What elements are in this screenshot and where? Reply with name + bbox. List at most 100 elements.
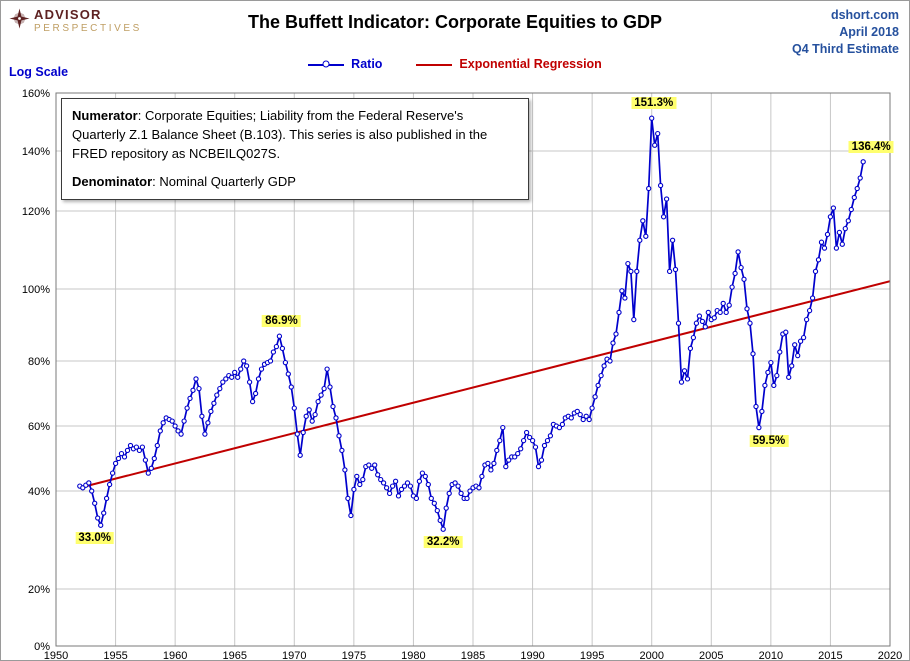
source-date: April 2018 xyxy=(839,24,899,39)
annotation-33.0: 33.0% xyxy=(75,532,114,545)
ratio-point xyxy=(687,345,694,352)
ratio-point xyxy=(583,413,589,419)
ratio-point xyxy=(109,470,116,476)
ratio-point xyxy=(476,485,482,491)
definition-note-box: Numerator: Corporate Equities; Liability… xyxy=(61,98,529,201)
ratio-point xyxy=(154,442,160,449)
ratio-line-swatch xyxy=(308,60,345,68)
ratio-point xyxy=(765,369,771,376)
ratio-point xyxy=(413,495,420,502)
regression-line xyxy=(79,280,891,489)
ratio-point xyxy=(491,460,497,467)
ratio-point xyxy=(827,214,834,220)
ratio-point xyxy=(699,318,706,325)
ratio-point xyxy=(354,473,360,480)
x-tick-label: 2005 xyxy=(699,650,723,661)
ratio-point xyxy=(383,485,390,491)
ratio-point xyxy=(720,300,726,307)
ratio-point xyxy=(797,338,804,344)
ratio-point xyxy=(333,415,339,421)
ratio-point xyxy=(211,400,217,406)
x-tick-label: 1975 xyxy=(342,650,366,661)
ratio-point xyxy=(425,481,431,488)
annotation-32.2: 32.2% xyxy=(423,536,463,549)
ratio-point xyxy=(672,266,679,273)
ratio-point xyxy=(276,333,283,339)
ratio-point xyxy=(637,237,643,243)
ratio-point xyxy=(756,424,762,431)
ratio-point xyxy=(538,457,545,463)
ratio-point xyxy=(610,340,616,346)
ratio-point xyxy=(380,480,387,486)
x-tick-label: 1980 xyxy=(401,650,425,661)
ratio-point xyxy=(574,408,580,415)
ratio-point xyxy=(121,454,128,460)
y-tick-label: 100% xyxy=(22,284,50,296)
legend-label-regression: Exponential Regression xyxy=(459,57,602,71)
ratio-point xyxy=(89,488,95,494)
source-site: dshort.com xyxy=(830,8,899,22)
ratio-swatch-marker xyxy=(322,60,330,68)
ratio-point xyxy=(833,245,840,251)
ratio-point xyxy=(288,384,294,390)
ratio-point xyxy=(586,416,592,423)
ratio-point xyxy=(309,418,315,424)
ratio-point xyxy=(792,342,798,348)
ratio-point xyxy=(440,526,446,532)
ratio-point xyxy=(753,403,759,410)
ratio-point xyxy=(851,194,857,201)
ratio-point xyxy=(142,457,149,463)
ratio-point xyxy=(214,392,220,398)
x-tick-label: 1960 xyxy=(163,650,187,661)
ratio-point xyxy=(541,442,548,449)
ratio-point xyxy=(529,437,536,444)
ratio-point xyxy=(375,472,381,478)
ratio-point xyxy=(803,316,810,323)
ratio-point xyxy=(735,249,741,255)
ratio-point xyxy=(625,260,631,267)
ratio-point xyxy=(532,444,539,450)
ratio-point xyxy=(285,371,291,377)
ratio-point xyxy=(693,320,700,326)
ratio-point xyxy=(806,307,813,314)
ratio-point xyxy=(306,407,312,413)
y-tick-label: 160% xyxy=(22,88,50,100)
ratio-point xyxy=(783,329,789,335)
ratio-point xyxy=(342,467,348,473)
ratio-point xyxy=(628,268,634,275)
ratio-point xyxy=(300,429,306,436)
ratio-point xyxy=(136,447,143,454)
ratio-point xyxy=(818,239,825,245)
ratio-point xyxy=(800,334,807,341)
ratio-point xyxy=(103,495,110,502)
ratio-point xyxy=(398,486,405,493)
ratio-point xyxy=(315,398,321,405)
ratio-point xyxy=(652,142,658,148)
ratio-point xyxy=(535,463,542,470)
ratio-point xyxy=(324,366,330,372)
ratio-point xyxy=(303,413,309,419)
x-tick-label: 1995 xyxy=(580,650,604,661)
ratio-point xyxy=(824,231,831,238)
ratio-point xyxy=(619,288,625,294)
ratio-point xyxy=(229,374,235,380)
ratio-point xyxy=(607,358,613,364)
ratio-point xyxy=(595,382,601,389)
ratio-point xyxy=(145,470,151,476)
ratio-point xyxy=(175,428,181,434)
ratio-point xyxy=(434,507,440,514)
ratio-point xyxy=(795,352,801,359)
ratio-point xyxy=(467,488,473,494)
y-tick-label: 120% xyxy=(22,206,50,218)
x-tick-label: 1970 xyxy=(282,650,306,661)
ratio-point xyxy=(523,429,530,436)
ratio-point xyxy=(369,465,375,471)
ratio-point xyxy=(133,444,140,450)
ratio-point xyxy=(238,366,244,372)
x-tick-label: 1950 xyxy=(44,650,68,661)
ratio-point xyxy=(857,175,863,181)
ratio-point xyxy=(643,233,649,239)
y-tick-label: 0% xyxy=(34,641,50,653)
